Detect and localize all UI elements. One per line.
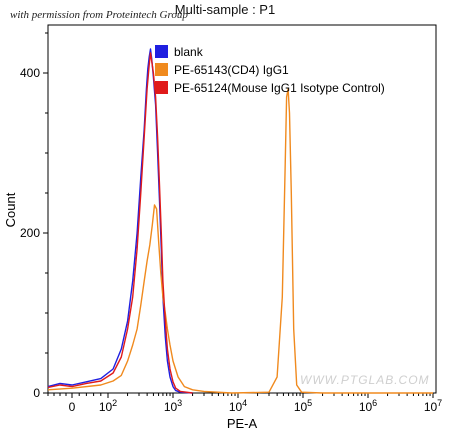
y-axis-label: Count xyxy=(3,192,18,227)
site-watermark: WWW.PTGLAB.COM xyxy=(300,373,430,387)
x-tick-label: 105 xyxy=(294,398,312,414)
x-tick-label: 0 xyxy=(69,400,76,414)
chart-title: Multi-sample : P1 xyxy=(174,2,276,17)
series-line-1 xyxy=(47,48,193,394)
y-tick-label: 200 xyxy=(20,226,40,240)
x-axis-label: PE-A xyxy=(227,416,258,431)
legend-label: blank xyxy=(174,45,204,59)
legend: blank PE-65143(CD4) IgG1 PE-65124(Mouse Ig… xyxy=(155,45,385,95)
series-line-3 xyxy=(47,52,193,394)
y-tick-label: 0 xyxy=(33,386,40,400)
legend-swatch xyxy=(155,45,168,58)
x-tick-label: 104 xyxy=(229,398,247,414)
y-tick-label: 400 xyxy=(20,66,40,80)
series-line-2 xyxy=(47,88,433,394)
legend-label: PE-65143(CD4) IgG1 xyxy=(174,63,289,77)
permission-watermark: with permission from Proteintech Group xyxy=(10,9,188,21)
series-lines xyxy=(47,48,433,394)
legend-swatch xyxy=(155,81,168,94)
x-tick-label: 107 xyxy=(424,398,442,414)
legend-swatch xyxy=(155,63,168,76)
legend-label: PE-65124(Mouse IgG1 Isotype Control) xyxy=(174,81,385,95)
x-tick-label: 106 xyxy=(359,398,377,414)
x-tick-label: 102 xyxy=(99,398,117,414)
x-tick-label: 103 xyxy=(164,398,182,414)
